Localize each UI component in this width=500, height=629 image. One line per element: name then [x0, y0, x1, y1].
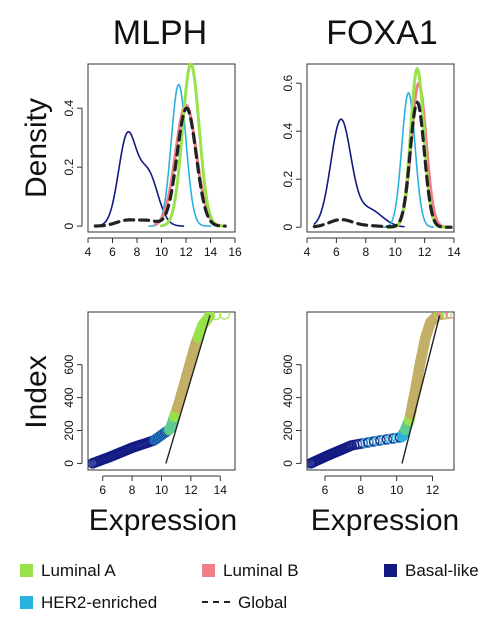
scatter-points — [307, 312, 454, 469]
x-tick-label: 10 — [155, 483, 169, 497]
legend-label-basal-like: Basal-like — [405, 561, 479, 580]
y-tick-label: 0.4 — [62, 100, 76, 117]
y-tick-label: 600 — [62, 354, 76, 374]
density-line-luminal-b — [153, 103, 225, 228]
y-tick-label: 200 — [281, 420, 295, 440]
legend-dash-global — [202, 601, 230, 603]
y-tick-label: 0.4 — [281, 123, 295, 140]
density-line-luminal-a — [386, 66, 453, 229]
y-tick-label: 0.2 — [62, 158, 76, 175]
plot-frame — [87, 63, 236, 233]
y-axis: 0 0.2 0.4 — [62, 100, 83, 229]
y-tick-label: 0 — [62, 460, 76, 467]
x-tick-label: 8 — [357, 483, 364, 497]
legend-item-luminal-a: Luminal A — [20, 561, 116, 581]
y-tick-label: 400 — [281, 387, 295, 407]
x-tick-label: 8 — [362, 245, 369, 259]
density-line-her2 — [382, 91, 435, 228]
legend-item-basal-like: Basal-like — [384, 561, 479, 581]
density-line-global — [93, 106, 227, 228]
scatter-points — [88, 312, 231, 469]
legend-swatch-luminal-a — [20, 564, 33, 577]
x-tick-label: 16 — [228, 245, 242, 259]
legend-label-global: Global — [238, 593, 288, 612]
y-axis: 0 200 400 600 — [281, 354, 302, 467]
x-tick-label: 4 — [85, 245, 92, 259]
density-panel-foxa1: 4 6 8 10 12 14 0 0.2 0.4 0.6 — [281, 63, 461, 259]
legend-item-global: Global — [202, 593, 287, 613]
x-tick-label: 6 — [333, 245, 340, 259]
legend-swatch-her2 — [20, 596, 33, 609]
plot-frame — [306, 311, 455, 471]
expression-axis-label-left: Expression — [89, 504, 237, 537]
x-axis: 4 6 8 10 12 14 16 — [85, 237, 242, 259]
index-axis-label: Index — [20, 355, 53, 428]
reference-fit-line — [401, 315, 441, 464]
x-tick-label: 12 — [418, 245, 432, 259]
point-luminal-a — [441, 312, 452, 320]
index-panel-mlph: 6 8 10 12 14 0 200 400 600 — [62, 311, 236, 497]
density-axis-label: Density — [20, 98, 53, 198]
density-panel-mlph: 4 6 8 10 12 14 16 0 0.2 0.4 — [62, 62, 242, 259]
expression-axis-label-right: Expression — [311, 504, 459, 537]
y-tick-label: 600 — [281, 354, 295, 374]
x-tick-label: 6 — [322, 483, 329, 497]
x-tick-label: 14 — [447, 245, 461, 259]
x-tick-label: 4 — [304, 245, 311, 259]
x-tick-label: 14 — [204, 245, 218, 259]
x-axis: 6 8 10 12 14 — [99, 475, 228, 497]
point-luminal-b — [445, 312, 454, 319]
density-line-global — [312, 100, 453, 229]
legend-label-her2: HER2-enriched — [41, 593, 158, 612]
x-tick-label: 6 — [109, 245, 116, 259]
y-axis: 0 0.2 0.4 0.6 — [281, 75, 302, 231]
legend-swatch-basal-like — [384, 564, 397, 577]
point-luminal-a — [219, 312, 231, 320]
x-tick-label: 8 — [134, 245, 141, 259]
y-tick-label: 0 — [281, 460, 295, 467]
legend-label-luminal-a: Luminal A — [41, 561, 116, 580]
panel-title-foxa1: FOXA1 — [326, 14, 437, 52]
x-tick-label: 14 — [214, 483, 228, 497]
x-tick-label: 10 — [390, 483, 404, 497]
x-tick-label: 6 — [99, 483, 106, 497]
y-tick-label: 200 — [62, 420, 76, 440]
legend-swatch-luminal-b — [202, 564, 215, 577]
point-luminal-a — [204, 312, 216, 321]
x-axis: 4 6 8 10 12 14 — [304, 237, 461, 259]
legend-item-her2: HER2-enriched — [20, 593, 157, 613]
x-tick-label: 10 — [389, 245, 403, 259]
y-tick-label: 0.2 — [281, 171, 295, 188]
density-line-basal-like — [313, 118, 405, 228]
point-luminal-b — [437, 312, 449, 320]
x-tick-label: 12 — [179, 245, 193, 259]
y-axis: 0 200 400 600 — [62, 354, 83, 467]
plot-frame — [306, 63, 455, 233]
x-axis: 6 8 10 12 — [322, 475, 440, 497]
x-tick-label: 12 — [426, 483, 440, 497]
index-panel-foxa1: 6 8 10 12 0 200 400 600 — [281, 311, 455, 497]
legend-item-luminal-b: Luminal B — [202, 561, 299, 581]
y-tick-label: 400 — [62, 387, 76, 407]
panel-title-mlph: MLPH — [113, 14, 207, 52]
y-tick-label: 0 — [62, 222, 76, 229]
reference-fit-line — [165, 315, 211, 464]
x-tick-label: 12 — [184, 483, 198, 497]
y-tick-label: 0.6 — [281, 75, 295, 92]
plot-frame — [87, 311, 236, 471]
legend-label-luminal-b: Luminal B — [223, 561, 299, 580]
x-tick-label: 8 — [129, 483, 136, 497]
x-tick-label: 10 — [155, 245, 169, 259]
y-tick-label: 0 — [281, 224, 295, 231]
